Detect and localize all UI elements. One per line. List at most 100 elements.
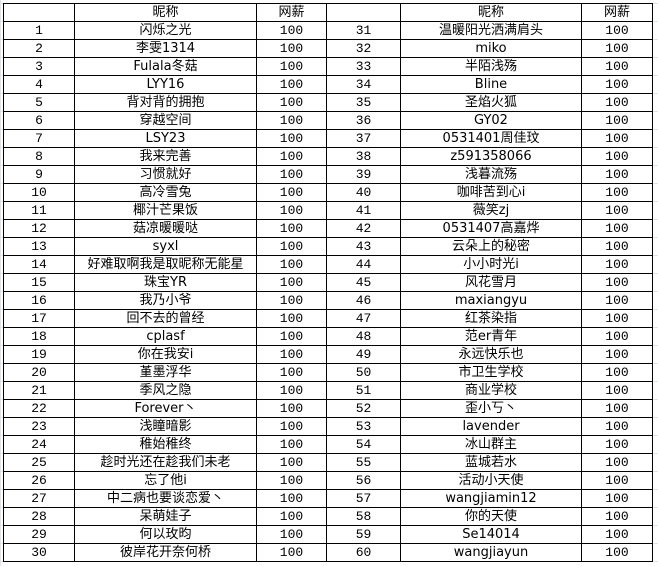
nickname-cell[interactable]: wangjiayun <box>400 543 582 562</box>
salary-cell[interactable]: 100 <box>256 435 327 454</box>
row-number-cell[interactable]: 59 <box>326 525 401 544</box>
row-number-cell[interactable]: 10 <box>3 183 75 202</box>
nickname-cell[interactable]: wangjiamin12 <box>400 489 582 508</box>
salary-cell[interactable]: 100 <box>581 75 653 94</box>
salary-cell[interactable]: 100 <box>256 21 327 40</box>
nickname-cell[interactable]: 0531407高嘉烨 <box>400 219 582 238</box>
row-number-cell[interactable]: 42 <box>326 219 401 238</box>
salary-cell[interactable]: 100 <box>581 165 653 184</box>
nickname-cell[interactable]: 蓝城若水 <box>400 453 582 472</box>
row-number-cell[interactable]: 5 <box>3 93 75 112</box>
nickname-cell[interactable]: 堇墨浮华 <box>74 363 257 382</box>
row-number-cell[interactable]: 19 <box>3 345 75 364</box>
row-number-cell[interactable]: 37 <box>326 129 401 148</box>
row-number-cell[interactable]: 1 <box>3 21 75 40</box>
salary-cell[interactable]: 100 <box>581 201 653 220</box>
row-number-cell[interactable]: 30 <box>3 543 75 562</box>
salary-cell[interactable]: 100 <box>581 471 653 490</box>
row-number-cell[interactable]: 23 <box>3 417 75 436</box>
row-number-cell[interactable]: 22 <box>3 399 75 418</box>
nickname-cell[interactable]: 浅瞳暗影 <box>74 417 257 436</box>
salary-cell[interactable]: 100 <box>256 327 327 346</box>
row-number-cell[interactable]: 40 <box>326 183 401 202</box>
row-number-cell[interactable]: 60 <box>326 543 401 562</box>
row-number-cell[interactable]: 41 <box>326 201 401 220</box>
row-number-cell[interactable]: 35 <box>326 93 401 112</box>
nickname-cell[interactable]: 呆萌娃子 <box>74 507 257 526</box>
nickname-cell[interactable]: 好难取啊我是取昵称无能星 <box>74 255 257 274</box>
salary-cell[interactable]: 100 <box>256 237 327 256</box>
nickname-cell[interactable]: 菇凉暖暖哒 <box>74 219 257 238</box>
nickname-cell[interactable]: 回不去的曾经 <box>74 309 257 328</box>
nickname-cell[interactable]: 圣焰火狐 <box>400 93 582 112</box>
row-number-cell[interactable]: 7 <box>3 129 75 148</box>
row-number-cell[interactable]: 45 <box>326 273 401 292</box>
nickname-cell[interactable]: 彼岸花开奈何桥 <box>74 543 257 562</box>
salary-cell[interactable]: 100 <box>256 453 327 472</box>
row-number-cell[interactable]: 17 <box>3 309 75 328</box>
salary-cell[interactable]: 100 <box>581 399 653 418</box>
row-number-cell[interactable]: 24 <box>3 435 75 454</box>
nickname-cell[interactable]: 冰山群主 <box>400 435 582 454</box>
nickname-cell[interactable]: maxiangyu <box>400 291 582 310</box>
nickname-cell[interactable]: Se14014 <box>400 525 582 544</box>
row-number-cell[interactable]: 18 <box>3 327 75 346</box>
nickname-cell[interactable]: 云朵上的秘密 <box>400 237 582 256</box>
salary-cell[interactable]: 100 <box>581 21 653 40</box>
salary-cell[interactable]: 100 <box>256 363 327 382</box>
row-number-cell[interactable]: 53 <box>326 417 401 436</box>
row-number-cell[interactable]: 52 <box>326 399 401 418</box>
salary-cell[interactable]: 100 <box>581 183 653 202</box>
nickname-cell[interactable]: 珠宝YR <box>74 273 257 292</box>
nickname-cell[interactable]: 咖啡苦到心i <box>400 183 582 202</box>
salary-cell[interactable]: 100 <box>581 363 653 382</box>
salary-cell[interactable]: 100 <box>256 147 327 166</box>
row-number-cell[interactable]: 2 <box>3 39 75 58</box>
header-salary[interactable]: 网薪 <box>581 3 653 22</box>
nickname-cell[interactable]: 习惯就好 <box>74 165 257 184</box>
nickname-cell[interactable]: LYY16 <box>74 75 257 94</box>
row-number-cell[interactable]: 27 <box>3 489 75 508</box>
row-number-cell[interactable]: 29 <box>3 525 75 544</box>
nickname-cell[interactable]: cplasf <box>74 327 257 346</box>
salary-cell[interactable]: 100 <box>581 255 653 274</box>
header-nickname[interactable]: 昵称 <box>74 3 257 22</box>
nickname-cell[interactable]: 小小时光i <box>400 255 582 274</box>
header-salary[interactable]: 网薪 <box>256 3 327 22</box>
row-number-cell[interactable]: 32 <box>326 39 401 58</box>
nickname-cell[interactable]: 忘了他i <box>74 471 257 490</box>
nickname-cell[interactable]: 中二病也要谈恋爱丶 <box>74 489 257 508</box>
salary-cell[interactable]: 100 <box>256 219 327 238</box>
nickname-cell[interactable]: Forever丶 <box>74 399 257 418</box>
nickname-cell[interactable]: 永远快乐也 <box>400 345 582 364</box>
row-number-cell[interactable]: 21 <box>3 381 75 400</box>
salary-cell[interactable]: 100 <box>256 489 327 508</box>
salary-cell[interactable]: 100 <box>256 507 327 526</box>
row-number-cell[interactable]: 43 <box>326 237 401 256</box>
nickname-cell[interactable]: 稚始稚终 <box>74 435 257 454</box>
row-number-cell[interactable]: 15 <box>3 273 75 292</box>
salary-cell[interactable]: 100 <box>256 291 327 310</box>
nickname-cell[interactable]: 椰汁芒果饭 <box>74 201 257 220</box>
nickname-cell[interactable]: 半陌浅殇 <box>400 57 582 76</box>
nickname-cell[interactable]: Fulala冬菇 <box>74 57 257 76</box>
nickname-cell[interactable]: miko <box>400 39 582 58</box>
nickname-cell[interactable]: 我乃小爷 <box>74 291 257 310</box>
salary-cell[interactable]: 100 <box>581 435 653 454</box>
nickname-cell[interactable]: Bline <box>400 75 582 94</box>
salary-cell[interactable]: 100 <box>581 417 653 436</box>
header-number-cell[interactable] <box>326 3 401 22</box>
salary-cell[interactable]: 100 <box>256 417 327 436</box>
nickname-cell[interactable]: 季风之隐 <box>74 381 257 400</box>
salary-cell[interactable]: 100 <box>256 93 327 112</box>
salary-cell[interactable]: 100 <box>256 273 327 292</box>
salary-cell[interactable]: 100 <box>256 57 327 76</box>
salary-cell[interactable]: 100 <box>581 489 653 508</box>
row-number-cell[interactable]: 26 <box>3 471 75 490</box>
row-number-cell[interactable]: 44 <box>326 255 401 274</box>
nickname-cell[interactable]: 浅暮流殇 <box>400 165 582 184</box>
salary-cell[interactable]: 100 <box>256 543 327 562</box>
row-number-cell[interactable]: 50 <box>326 363 401 382</box>
row-number-cell[interactable]: 55 <box>326 453 401 472</box>
row-number-cell[interactable]: 38 <box>326 147 401 166</box>
